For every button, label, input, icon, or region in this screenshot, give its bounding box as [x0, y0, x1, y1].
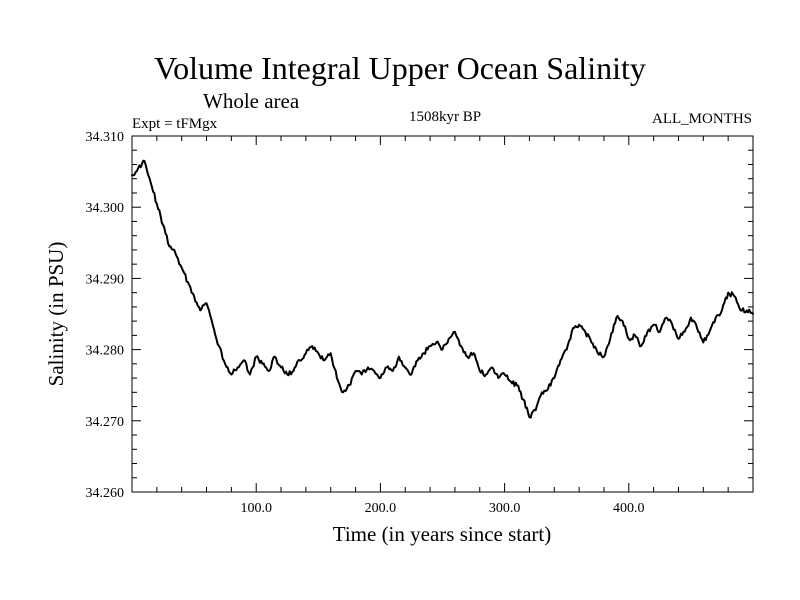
y-tick-label: 34.290: [86, 272, 125, 287]
experiment-annotation: Expt = tFMgx: [132, 116, 218, 132]
axis-tick-labels: 100.0 200.0 300.0 400.0 34.260 34.270 34.280 34…: [86, 130, 645, 516]
date-annotation: 1508kyr BP: [408, 109, 482, 125]
x-axis-label: Time (in years since start): [333, 522, 552, 546]
y-tick-label: 34.310: [86, 130, 125, 145]
x-tick-label: 300.0: [489, 501, 521, 516]
plot-area-frame: [131, 135, 754, 493]
y-axis-label: Salinity (in PSU): [44, 242, 68, 387]
x-tick-label: 100.0: [240, 501, 272, 516]
chart-title: Volume Integral Upper Ocean Salinity: [154, 50, 646, 86]
chart-subtitle: Whole area: [203, 89, 300, 113]
salinity-series-line: [131, 159, 754, 419]
y-tick-label: 34.260: [86, 486, 125, 501]
x-tick-label: 200.0: [365, 501, 397, 516]
y-tick-label: 34.270: [86, 415, 125, 430]
axis-ticks: [132, 136, 753, 492]
y-tick-label: 34.280: [86, 344, 125, 359]
y-tick-label: 34.300: [86, 201, 125, 216]
x-tick-label: 400.0: [613, 501, 645, 516]
months-annotation: ALL_MONTHS: [652, 111, 752, 127]
